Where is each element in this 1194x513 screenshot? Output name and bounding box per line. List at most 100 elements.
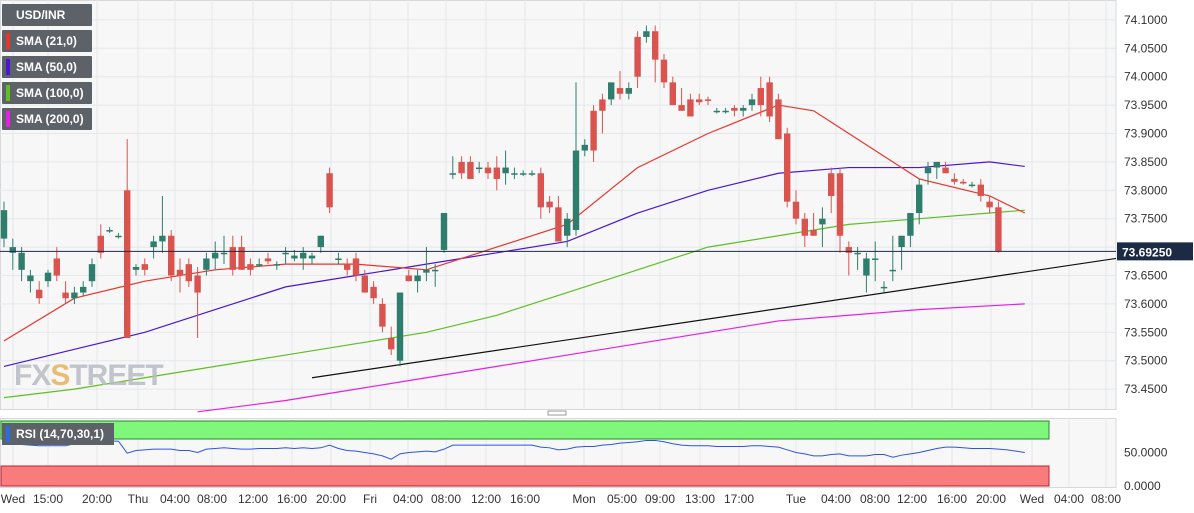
x-tick-label: 08:00 xyxy=(860,492,890,506)
legend-sma50-label: SMA (50,0) xyxy=(16,60,77,74)
candle-body xyxy=(863,258,870,276)
candle-body xyxy=(194,275,201,293)
candle-body xyxy=(819,218,826,225)
candle-body xyxy=(616,88,624,94)
candle-body xyxy=(379,303,386,327)
legend-sma100-label: SMA (100,0) xyxy=(16,86,84,100)
legend-sma50[interactable]: SMA (50,0) xyxy=(2,56,92,78)
candle-body xyxy=(326,173,333,208)
candle-body xyxy=(660,59,668,83)
candle-body xyxy=(722,110,729,113)
rsi-swatch xyxy=(6,426,10,442)
candle-body xyxy=(185,264,192,282)
candle-body xyxy=(212,252,219,259)
candle-body xyxy=(528,173,536,175)
x-tick-label: Tue xyxy=(786,492,807,506)
candle-body xyxy=(590,110,597,151)
candle-body xyxy=(634,36,641,77)
candle-body xyxy=(907,213,914,236)
candle-body xyxy=(476,167,483,170)
sma200-swatch xyxy=(6,111,10,127)
candle-body xyxy=(669,82,676,106)
candle-body xyxy=(36,289,43,299)
candle-body xyxy=(942,167,949,174)
candle-body xyxy=(9,247,16,253)
legend-sma200[interactable]: SMA (200,0) xyxy=(2,108,92,130)
x-tick-label: Mon xyxy=(572,492,595,506)
candle-body xyxy=(916,184,923,214)
sma100-swatch xyxy=(6,85,10,101)
rsi-tick-label: 0.0000 xyxy=(1124,479,1161,493)
candle-body xyxy=(238,247,245,270)
x-tick-label: 13:00 xyxy=(685,492,715,506)
sma200-line xyxy=(197,303,1025,413)
pane-resize-handle xyxy=(547,410,567,416)
x-tick-label: 12:00 xyxy=(238,492,268,506)
x-tick-label: 08:00 xyxy=(1091,492,1121,506)
candle-body xyxy=(968,184,976,187)
candle-body xyxy=(300,252,307,259)
x-tick-label: 15:00 xyxy=(33,492,63,506)
legend-sma21[interactable]: SMA (21,0) xyxy=(2,30,92,52)
rsi-legend[interactable]: RSI (14,70,30,1) xyxy=(2,423,115,445)
x-tick-label: 16:00 xyxy=(510,492,540,506)
candle-body xyxy=(0,210,8,239)
candle-body xyxy=(757,88,764,106)
fxstreet-logo: FXSTREET xyxy=(14,359,164,392)
candle-body xyxy=(784,133,791,202)
y-tick-label: 74.0000 xyxy=(1124,70,1168,84)
candle-body xyxy=(731,107,738,111)
x-tick-label: 04:00 xyxy=(160,492,190,506)
candle-body xyxy=(652,31,659,60)
candle-body xyxy=(159,235,166,242)
candle-body xyxy=(828,173,835,196)
y-tick-label: 74.0500 xyxy=(1124,41,1168,55)
candle-body xyxy=(141,264,148,270)
candle-body xyxy=(256,264,263,266)
current-price-badge xyxy=(1117,242,1193,261)
current-price-label: 73.69250 xyxy=(1122,245,1172,259)
rsi-tick-label: 50.0000 xyxy=(1124,446,1168,460)
candle-body xyxy=(696,99,703,103)
rsi-oversold-band xyxy=(0,465,1050,487)
y-tick-label: 73.9500 xyxy=(1124,98,1168,112)
legend-symbol-label: USD/INR xyxy=(16,8,66,22)
candle-body xyxy=(335,258,342,260)
candle-body xyxy=(713,110,720,113)
candle-body xyxy=(986,201,993,208)
candle-body xyxy=(792,201,800,219)
candle-body xyxy=(836,173,844,236)
candle-body xyxy=(872,258,879,260)
candle-body xyxy=(678,105,685,111)
candle-body xyxy=(511,173,518,175)
candle-body xyxy=(80,286,87,293)
candle-body xyxy=(27,275,34,282)
candle-body xyxy=(960,181,967,184)
candle-body xyxy=(933,161,940,168)
candle-body xyxy=(687,99,694,117)
candle-body xyxy=(396,292,404,361)
sma100-line xyxy=(3,209,1025,399)
candle-body xyxy=(555,207,562,242)
candle-body xyxy=(71,292,78,299)
candle-body xyxy=(44,272,52,282)
candle-body xyxy=(264,258,272,262)
candle-body xyxy=(704,99,712,101)
legend-sma100[interactable]: SMA (100,0) xyxy=(2,82,92,104)
candle-body xyxy=(546,201,553,208)
legend-symbol[interactable]: USD/INR xyxy=(2,4,92,26)
candle-body xyxy=(370,286,377,299)
symbol-swatch xyxy=(6,7,10,23)
candle-body xyxy=(168,235,175,276)
candle-body xyxy=(124,190,131,338)
candle-body xyxy=(502,167,509,174)
x-tick-label: 08:00 xyxy=(431,492,461,506)
candle-body xyxy=(467,161,474,179)
candle-body xyxy=(520,173,527,175)
candle-body xyxy=(599,99,606,111)
candle-body xyxy=(308,255,316,259)
candle-body xyxy=(889,269,896,272)
x-tick-label: Wed xyxy=(1,492,25,506)
x-tick-label: 09:00 xyxy=(645,492,675,506)
